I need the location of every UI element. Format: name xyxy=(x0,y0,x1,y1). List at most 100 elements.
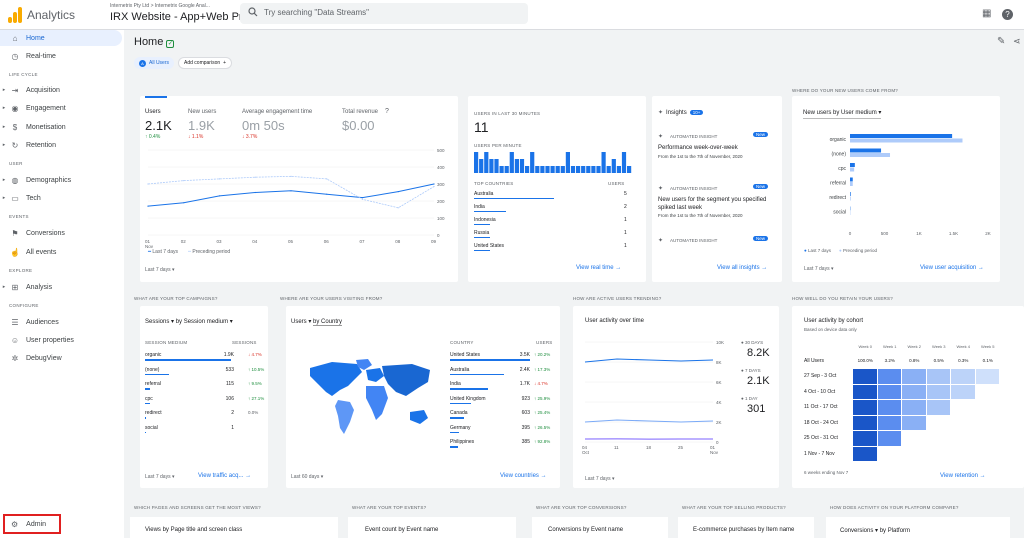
sidebar-item-analysis[interactable]: ▸ ⊞ Analysis xyxy=(0,279,122,295)
view-realtime-link[interactable]: View real time → xyxy=(576,265,622,271)
row-name[interactable]: referral xyxy=(145,381,161,387)
date-range-selector[interactable]: Last 7 days ▾ xyxy=(585,476,615,482)
insight-title[interactable]: New users for the segment you specified … xyxy=(658,197,767,211)
campaigns-selector[interactable]: Sessions ▾ by Session medium ▾ xyxy=(145,319,233,325)
row-name[interactable]: organic xyxy=(145,352,162,358)
view-all-insights-link[interactable]: View all insights → xyxy=(717,265,768,271)
cohort-cell[interactable] xyxy=(853,415,877,430)
row-name[interactable]: (none) xyxy=(145,366,160,373)
cohort-cell[interactable] xyxy=(853,446,877,461)
help-icon[interactable]: ? xyxy=(385,108,389,115)
cohort-cell[interactable] xyxy=(902,384,926,399)
cohort-cell[interactable] xyxy=(926,400,950,415)
insights-title: ✦ Insights 10+ xyxy=(658,109,704,116)
sidebar-item-home[interactable]: ⌂ Home xyxy=(0,30,122,46)
page-title: Home ✓ xyxy=(134,36,175,48)
row-name[interactable]: Philippines xyxy=(450,439,475,445)
bottom-card-selector[interactable]: Views by Page title and screen class xyxy=(145,527,243,533)
sidebar-item-monetisation[interactable]: ▸ $ Monetisation xyxy=(0,119,122,135)
section-explore: EXPLORE xyxy=(9,268,33,273)
sidebar-item-acquisition[interactable]: ▸ ⇥ Acquisition xyxy=(0,82,122,98)
row-name[interactable]: United States xyxy=(450,352,481,358)
cohort-cell[interactable] xyxy=(877,415,901,430)
metric-label[interactable]: Users xyxy=(145,109,161,115)
sidebar-item-engagement[interactable]: ▸ ◉ Engagement xyxy=(0,100,122,116)
date-range-selector[interactable]: Last 7 days ▾ xyxy=(145,267,175,273)
y-tick-label: 500 xyxy=(437,148,445,153)
date-range-selector[interactable]: Last 7 days ▾ xyxy=(804,266,834,272)
search-input[interactable]: Try searching "Data Streams" xyxy=(240,3,528,24)
cohort-cell[interactable] xyxy=(975,369,999,384)
account-breadcrumb[interactable]: Internetrix Pty Ltd > Internetrix Google… xyxy=(110,3,210,9)
date-range-selector[interactable]: Last 60 days ▾ xyxy=(291,474,324,480)
all-users-chip[interactable]: A All Users xyxy=(134,57,175,69)
share-icon[interactable]: ⋖ xyxy=(1013,36,1021,46)
metric-value: 1.9K xyxy=(188,118,215,133)
cohort-cell[interactable] xyxy=(877,384,901,399)
row-name[interactable]: Canada xyxy=(450,410,468,416)
cohort-cell[interactable] xyxy=(926,369,950,384)
cohort-cell[interactable] xyxy=(902,415,926,430)
sidebar-item-tech[interactable]: ▸ ▭ Tech xyxy=(0,190,122,206)
view-traffic-acquisition-link[interactable]: View traffic acq... → xyxy=(198,473,252,479)
bottom-card-selector[interactable]: E-commerce purchases by Item name xyxy=(693,527,795,533)
country-value: 1 xyxy=(624,243,627,249)
sidebar-item-demographics[interactable]: ▸ ◍ Demographics xyxy=(0,172,122,188)
sidebar-item-user-properties[interactable]: ☺ User properties xyxy=(0,332,122,348)
selector-metric: Users xyxy=(291,319,307,325)
view-countries-link[interactable]: View countries → xyxy=(500,473,547,479)
new-users-selector[interactable]: New users by User medium ▾ xyxy=(803,109,882,119)
view-user-acquisition-link[interactable]: View user acquisition → xyxy=(920,265,984,271)
row-name[interactable]: India xyxy=(450,381,461,387)
cohort-cell[interactable] xyxy=(877,400,901,415)
cohort-cell[interactable] xyxy=(902,400,926,415)
bottom-card xyxy=(348,517,516,538)
expand-arrow-icon: ▸ xyxy=(2,177,6,183)
cohort-cell[interactable] xyxy=(853,384,877,399)
countries-selector[interactable]: Users ▾ by Country xyxy=(291,319,343,326)
insight-title[interactable]: Performance week-over-week xyxy=(658,145,738,151)
bottom-card-selector[interactable]: Conversions ▾ by Platform xyxy=(840,528,911,534)
sidebar-label: User properties xyxy=(26,336,74,344)
bottom-card-selector[interactable]: Conversions by Event name xyxy=(548,527,624,533)
row-name[interactable]: Germany xyxy=(450,424,471,431)
cohort-cell[interactable] xyxy=(877,369,901,384)
bottom-card-selector[interactable]: Event count by Event name xyxy=(365,527,439,533)
row-name[interactable]: cpc xyxy=(145,395,153,402)
cohort-cell[interactable] xyxy=(853,400,877,415)
cohort-cell[interactable] xyxy=(853,369,877,384)
country-value: 1 xyxy=(624,217,627,223)
insight-icon: ✦ xyxy=(658,238,664,244)
metric-label[interactable]: Average engagement time xyxy=(242,109,313,115)
row-name[interactable]: United Kingdom xyxy=(450,395,486,402)
sidebar-item-debugview[interactable]: ✲ DebugView xyxy=(0,350,122,366)
cohort-cell[interactable] xyxy=(951,369,975,384)
sidebar-item-audiences[interactable]: ☰ Audiences xyxy=(0,314,122,330)
cohort-cell[interactable] xyxy=(902,369,926,384)
cohort-cell[interactable] xyxy=(951,384,975,399)
row-change: ↓ 4.7% xyxy=(534,381,548,386)
metric-label[interactable]: New users xyxy=(188,109,217,115)
y-tick-label: 10K xyxy=(716,340,724,345)
customize-icon[interactable]: ✎ xyxy=(997,36,1006,47)
help-icon[interactable]: ? xyxy=(1002,9,1013,20)
cohort-cell[interactable] xyxy=(877,431,901,446)
view-retention-link[interactable]: View retention → xyxy=(940,473,986,479)
sidebar-item-retention[interactable]: ▸ ↻ Retention xyxy=(0,137,122,153)
sidebar-item-realtime[interactable]: ◷ Real-time xyxy=(0,48,122,64)
cohort-cell[interactable] xyxy=(853,431,877,446)
row-name[interactable]: redirect xyxy=(145,410,162,416)
row-change: ↓ 4.7% xyxy=(248,352,262,357)
admin-button[interactable]: ⚙ Admin xyxy=(3,514,61,534)
per-minute-bar xyxy=(601,152,606,173)
sidebar-item-all-events[interactable]: ☝ All events xyxy=(0,244,122,260)
row-name[interactable]: Australia xyxy=(450,366,470,373)
cohort-cell[interactable] xyxy=(926,384,950,399)
row-bar xyxy=(145,417,146,419)
apps-grid-icon[interactable]: ▦ xyxy=(982,8,992,19)
date-range-selector[interactable]: Last 7 days ▾ xyxy=(145,474,175,480)
row-name[interactable]: social xyxy=(145,424,158,431)
sidebar-item-conversions[interactable]: ⚑ Conversions xyxy=(0,225,122,241)
metric-label[interactable]: Total revenue xyxy=(342,109,379,115)
add-comparison-button[interactable]: Add comparison + xyxy=(178,57,233,69)
